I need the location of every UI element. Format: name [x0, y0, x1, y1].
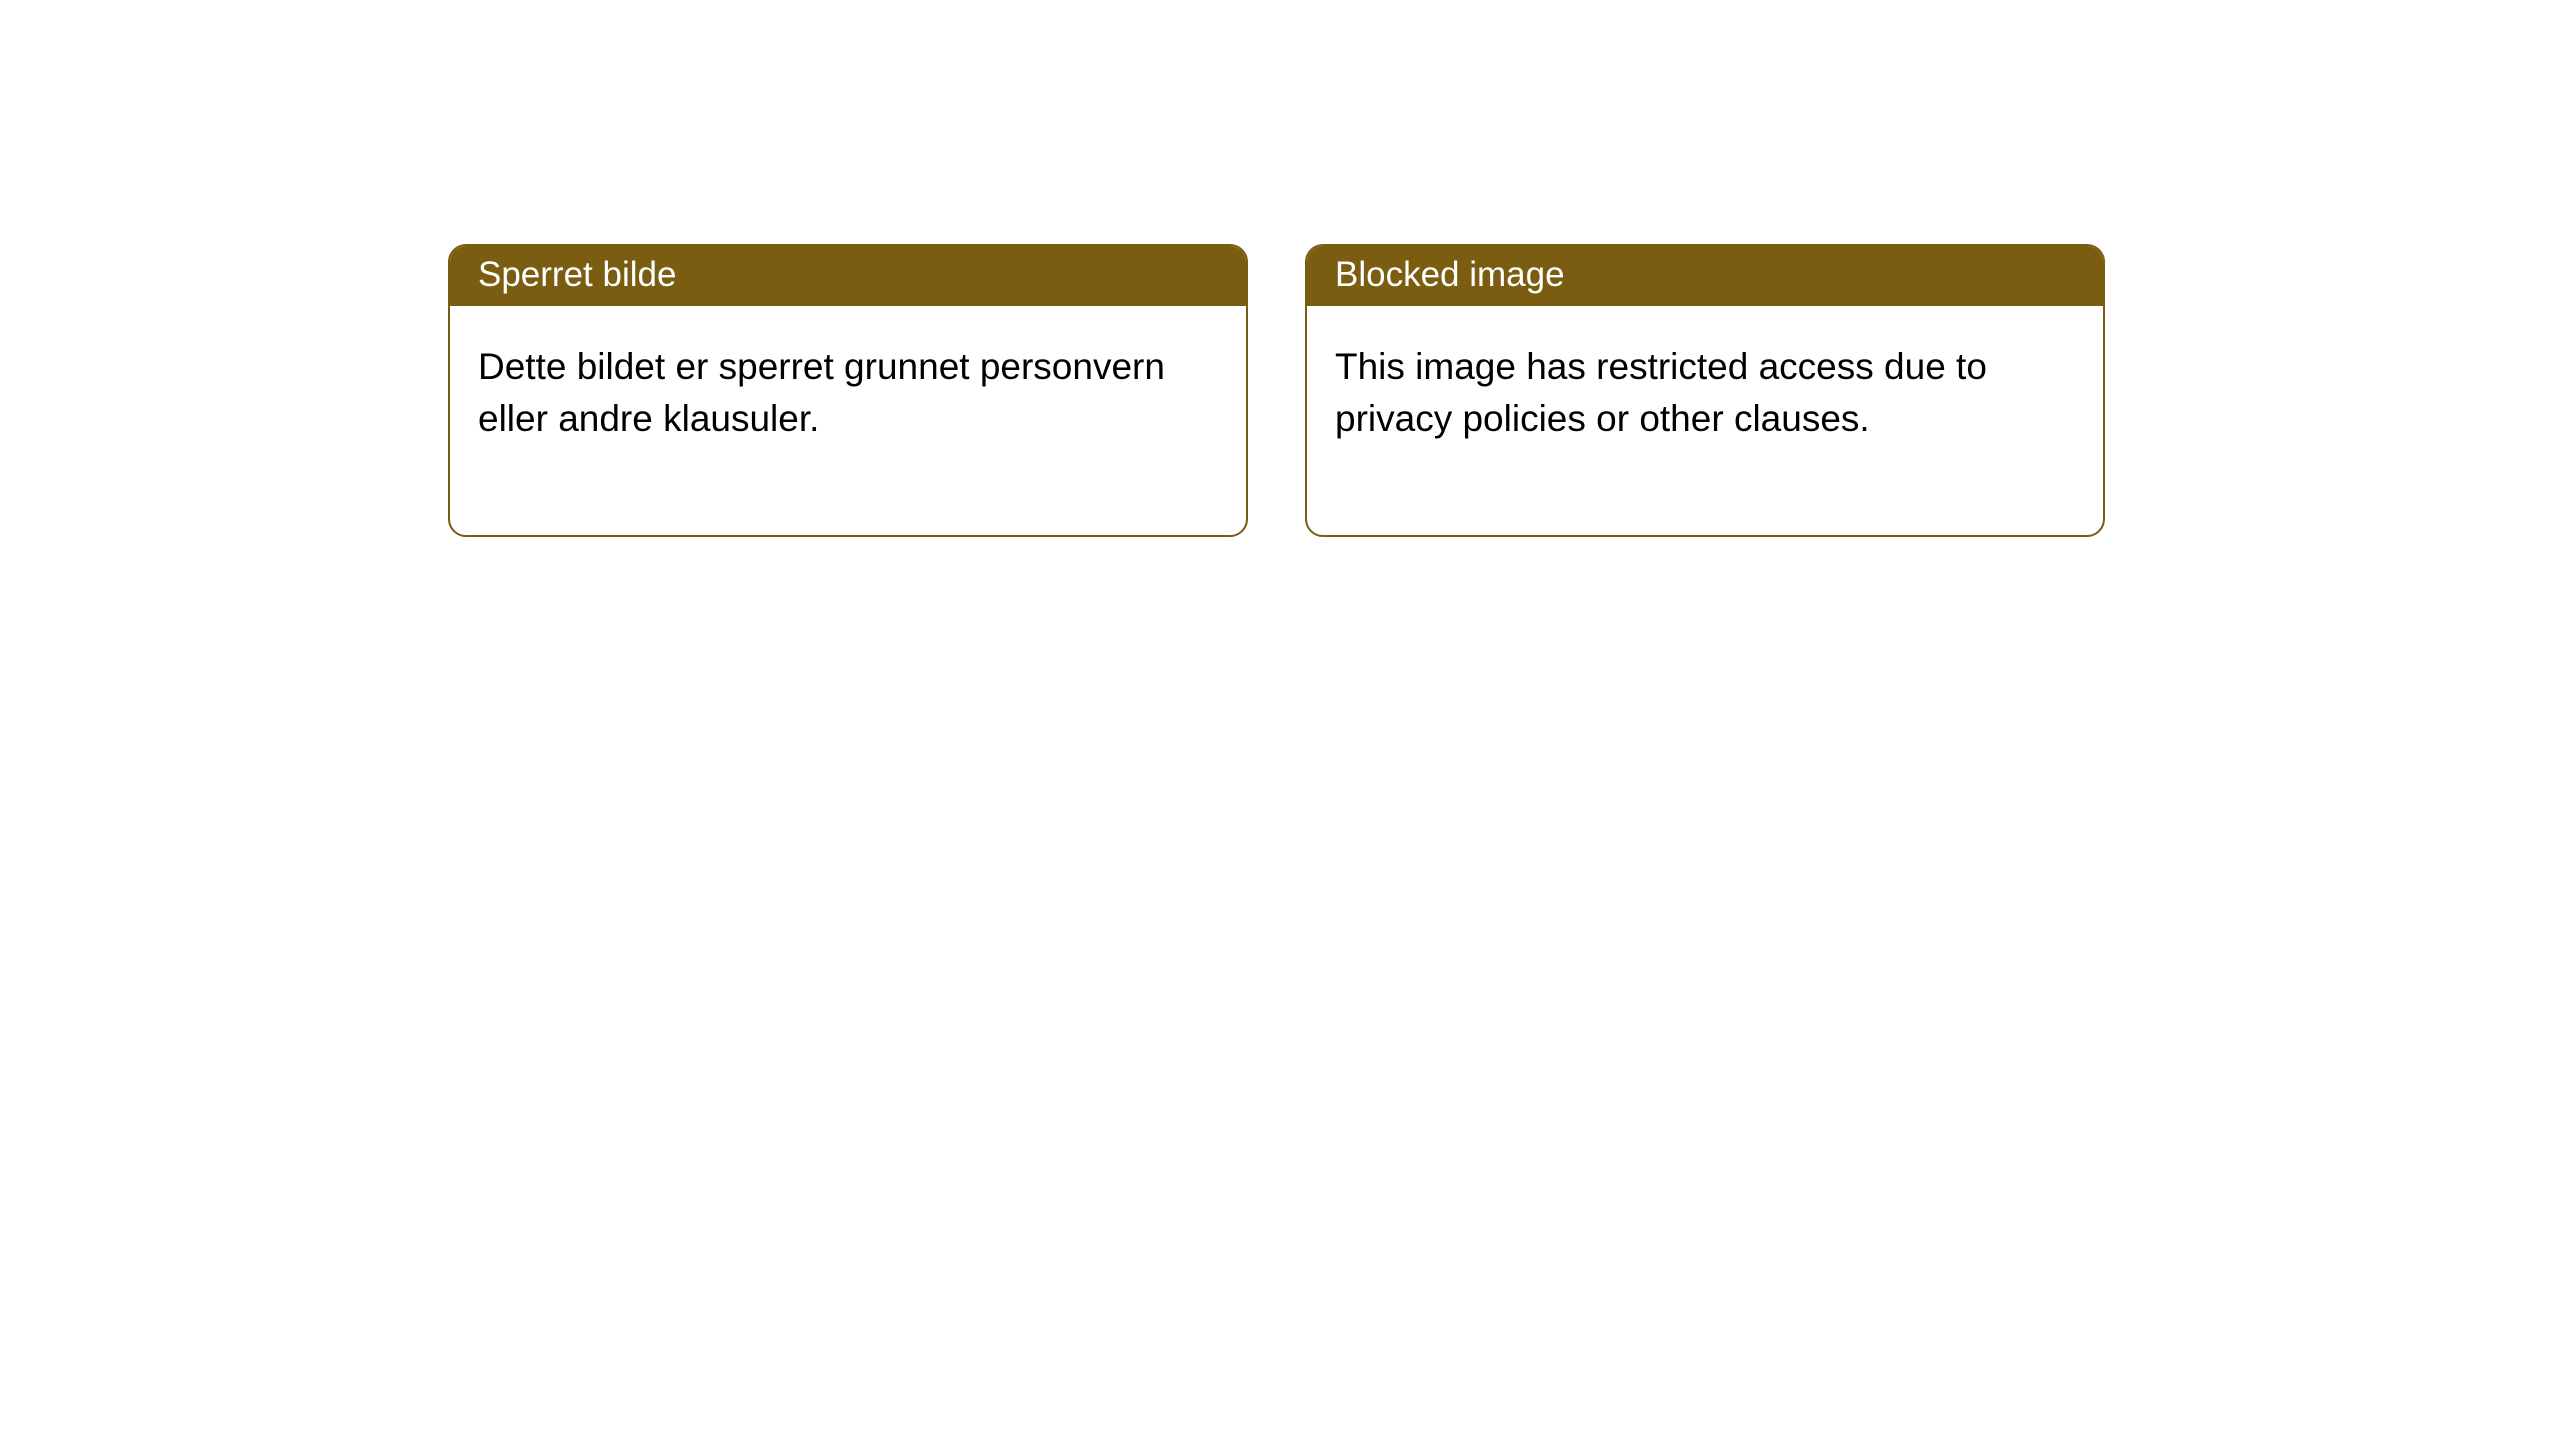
- notice-body-text: This image has restricted access due to …: [1335, 346, 1987, 439]
- notice-container: Sperret bilde Dette bildet er sperret gr…: [448, 244, 2105, 537]
- notice-header: Blocked image: [1307, 246, 2103, 306]
- notice-title: Sperret bilde: [478, 255, 676, 294]
- notice-body-text: Dette bildet er sperret grunnet personve…: [478, 346, 1165, 439]
- notice-header: Sperret bilde: [450, 246, 1246, 306]
- notice-card-english: Blocked image This image has restricted …: [1305, 244, 2105, 537]
- notice-body: This image has restricted access due to …: [1307, 306, 2103, 535]
- notice-title: Blocked image: [1335, 255, 1565, 294]
- notice-body: Dette bildet er sperret grunnet personve…: [450, 306, 1246, 535]
- notice-card-norwegian: Sperret bilde Dette bildet er sperret gr…: [448, 244, 1248, 537]
